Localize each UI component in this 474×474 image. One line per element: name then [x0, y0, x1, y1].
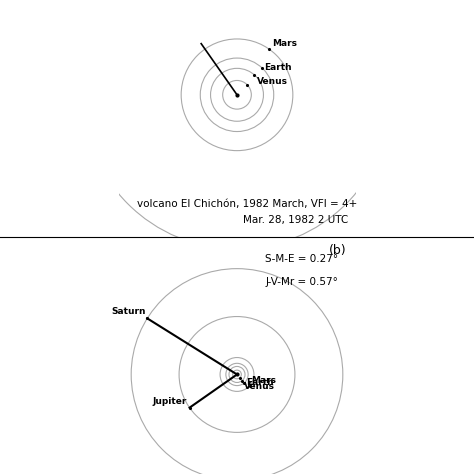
Text: Mars: Mars [252, 375, 276, 384]
Text: S-M-E = 0.27°: S-M-E = 0.27° [265, 254, 338, 264]
Text: Earth: Earth [264, 63, 292, 72]
Text: volcano El Chichón, 1982 March, VFI = 4+: volcano El Chichón, 1982 March, VFI = 4+ [137, 199, 358, 209]
Text: Venus: Venus [244, 383, 275, 392]
Text: Earth: Earth [246, 378, 274, 387]
Text: J-V-Mr = 0.57°: J-V-Mr = 0.57° [265, 277, 338, 287]
Text: Saturn: Saturn [111, 308, 146, 317]
Text: Mars: Mars [272, 39, 297, 48]
Text: Mar. 28, 1982 2 UTC: Mar. 28, 1982 2 UTC [243, 215, 348, 225]
Text: Jupiter: Jupiter [153, 397, 187, 406]
Text: Venus: Venus [257, 77, 288, 86]
Text: (b): (b) [328, 244, 346, 257]
